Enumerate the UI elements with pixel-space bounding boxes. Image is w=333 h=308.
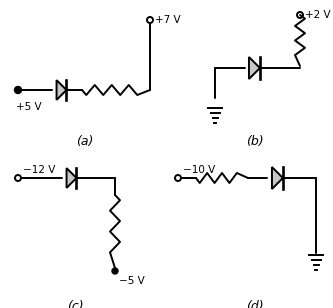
Text: −12 V: −12 V	[23, 165, 55, 175]
Text: +7 V: +7 V	[155, 15, 180, 25]
Polygon shape	[272, 167, 283, 189]
Polygon shape	[57, 80, 67, 100]
Circle shape	[15, 87, 22, 94]
Text: −10 V: −10 V	[183, 165, 215, 175]
Text: (c): (c)	[67, 300, 83, 308]
Circle shape	[112, 268, 118, 274]
Text: (a): (a)	[76, 135, 94, 148]
Text: (b): (b)	[246, 135, 264, 148]
Text: +5 V: +5 V	[16, 102, 42, 112]
Polygon shape	[67, 168, 77, 188]
Text: −5 V: −5 V	[119, 276, 145, 286]
Polygon shape	[249, 57, 260, 79]
Text: (d): (d)	[246, 300, 264, 308]
Text: +2 V: +2 V	[305, 10, 331, 20]
